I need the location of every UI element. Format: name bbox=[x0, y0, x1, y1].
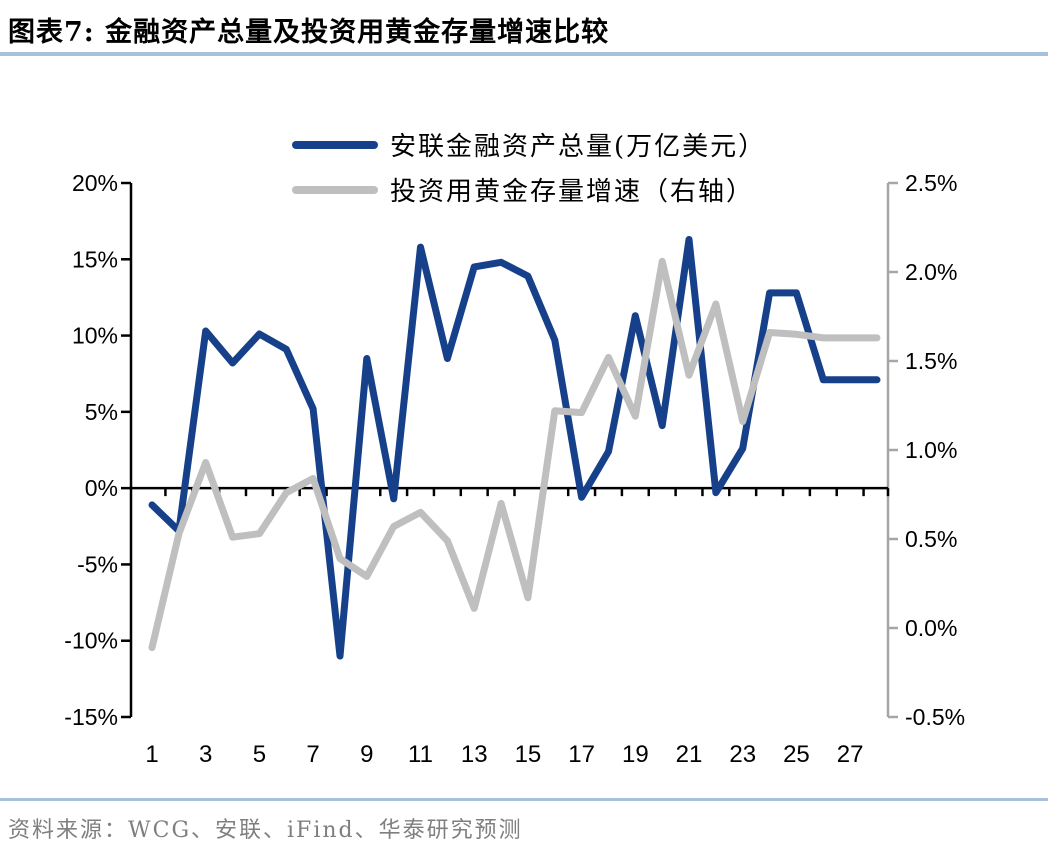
left-axis-label: 5% bbox=[85, 399, 118, 425]
x-axis-label: 11 bbox=[408, 741, 433, 768]
legend-label: 安联金融资产总量(万亿美元） bbox=[390, 132, 767, 162]
x-axis-label: 9 bbox=[360, 741, 373, 768]
source-divider bbox=[0, 798, 1048, 801]
left-axis-label: -10% bbox=[64, 628, 118, 654]
x-axis-label: 7 bbox=[306, 741, 319, 768]
x-axis-label: 19 bbox=[622, 741, 649, 768]
title-divider bbox=[0, 52, 1048, 56]
right-axis-label: -0.5% bbox=[905, 704, 965, 730]
left-axis-label: 10% bbox=[72, 323, 118, 349]
gold-stock-growth-line bbox=[148, 257, 881, 652]
chart-legend: 安联金融资产总量(万亿美元） 投资用黄金存量增速（右轴） bbox=[292, 122, 766, 212]
legend-label: 投资用黄金存量增速（右轴） bbox=[390, 177, 755, 207]
left-axis-label: 20% bbox=[72, 170, 118, 196]
left-axis-label: 15% bbox=[72, 246, 118, 272]
right-axis-label: 1.5% bbox=[905, 348, 957, 374]
x-axis-label: 1 bbox=[145, 741, 158, 768]
left-axis-label: 0% bbox=[85, 475, 118, 501]
allianz-assets-line bbox=[148, 236, 881, 660]
x-axis-label: 15 bbox=[515, 741, 542, 768]
right-axis-label: 1.0% bbox=[905, 437, 957, 463]
allianz-assets-line-swatch bbox=[292, 140, 378, 149]
right-axis-label: 0.0% bbox=[905, 615, 957, 641]
left-axis-label: -5% bbox=[77, 551, 118, 577]
x-axis-label: 23 bbox=[729, 741, 756, 768]
x-axis-label: 21 bbox=[676, 741, 703, 768]
x-axis-label: 5 bbox=[253, 741, 266, 768]
right-axis-label: 0.5% bbox=[905, 526, 957, 552]
right-axis-label: 2.0% bbox=[905, 259, 957, 285]
source-note: 资料来源：WCG、安联、iFind、华泰研究预测 bbox=[8, 818, 523, 843]
left-axis-label: -15% bbox=[64, 704, 118, 730]
legend-item-gold-stock-growth: 投资用黄金存量增速（右轴） bbox=[292, 167, 766, 212]
gold-stock-line-swatch bbox=[292, 185, 378, 194]
legend-item-allianz-assets: 安联金融资产总量(万亿美元） bbox=[292, 122, 766, 167]
x-axis-label: 13 bbox=[461, 741, 488, 768]
right-axis-label: 2.5% bbox=[905, 170, 957, 196]
x-axis-label: 27 bbox=[837, 741, 864, 768]
figure-title: 图表7: 金融资产总量及投资用黄金存量增速比较 bbox=[8, 17, 610, 48]
x-axis-label: 3 bbox=[199, 741, 212, 768]
x-axis-label: 25 bbox=[783, 741, 810, 768]
x-axis-label: 17 bbox=[568, 741, 595, 768]
